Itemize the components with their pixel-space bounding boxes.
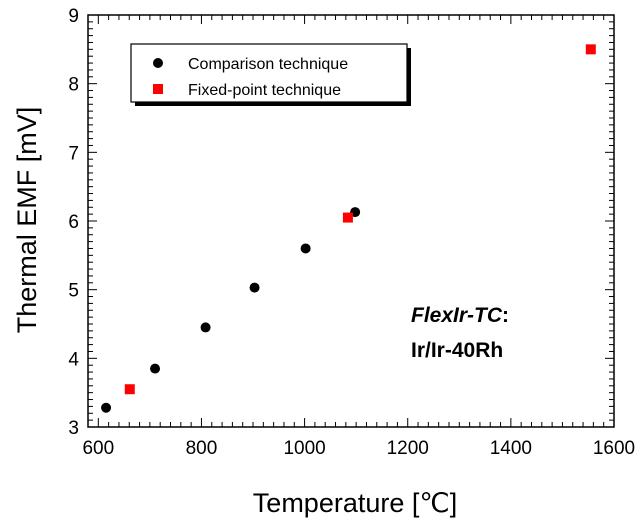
x-tick-label: 1200: [387, 438, 429, 459]
legend-label-fixed-point: Fixed-point technique: [188, 82, 341, 99]
x-tick-label: 1000: [283, 438, 325, 459]
y-tick-label: 6: [68, 212, 79, 233]
y-tick-label: 7: [68, 143, 79, 164]
y-tick-label: 4: [68, 349, 79, 370]
annotation-line-2: Ir/Ir-40Rh: [411, 339, 503, 362]
x-axis-title: Temperature [℃]: [253, 488, 457, 518]
point-comparison: [300, 243, 311, 254]
legend-marker-fixed-point: [153, 84, 163, 94]
legend-box: [130, 43, 408, 103]
legend-marker-comparison: [153, 58, 163, 68]
annotation-line-1: FlexIr-TC:: [411, 304, 509, 327]
point-comparison: [249, 282, 260, 293]
y-tick-label: 8: [68, 75, 79, 96]
point-fixed-point: [124, 384, 135, 395]
x-tick-label: 1600: [593, 438, 635, 459]
point-comparison: [101, 402, 112, 413]
point-comparison: [200, 322, 211, 333]
y-tick-label: 5: [68, 281, 79, 302]
y-tick-label: 9: [68, 6, 79, 27]
y-tick-label: 3: [68, 418, 79, 439]
x-tick-label: 800: [186, 438, 218, 459]
point-fixed-point: [585, 44, 596, 55]
data-points: [101, 44, 596, 413]
y-axis-ticks: 3 4 5 6 7 8 9: [68, 6, 614, 439]
legend: Comparison technique Fixed-point techniq…: [130, 43, 411, 106]
annotation-name: FlexIr-TC: [411, 304, 503, 327]
x-tick-label: 600: [82, 438, 114, 459]
legend-label-comparison: Comparison technique: [188, 56, 348, 73]
y-axis-title: Thermal EMF [mV]: [12, 107, 42, 334]
annotation-colon: :: [502, 304, 509, 327]
point-comparison: [150, 363, 161, 374]
x-axis-ticks: 600 800 1000 1200 1400 1600: [82, 15, 635, 459]
x-tick-label: 1400: [490, 438, 532, 459]
point-fixed-point: [342, 212, 353, 223]
